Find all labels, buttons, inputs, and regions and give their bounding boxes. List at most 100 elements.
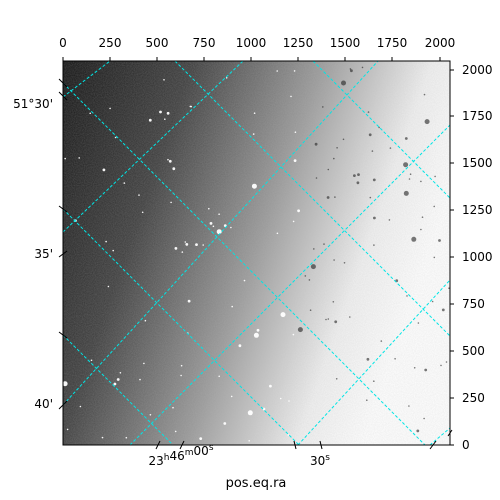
star [64, 157, 66, 160]
star [378, 126, 380, 129]
star [189, 105, 192, 108]
star [89, 112, 91, 115]
star [208, 207, 210, 210]
star [424, 368, 428, 372]
star [174, 430, 177, 433]
star [380, 340, 383, 342]
star [373, 244, 375, 246]
star [445, 361, 448, 363]
star [423, 417, 425, 420]
star [112, 249, 114, 252]
star [409, 173, 412, 175]
star [247, 410, 253, 416]
star [366, 357, 370, 361]
star [66, 428, 69, 431]
star [334, 320, 338, 324]
coordinate-grid [63, 61, 450, 445]
x-axis-title: pos.eq.ra [226, 476, 287, 491]
star [366, 399, 368, 402]
right-tick-label: 2000 [462, 63, 493, 77]
grid-line [63, 334, 174, 445]
star [168, 159, 172, 163]
grid-line [63, 208, 300, 445]
star [280, 312, 286, 318]
star [420, 180, 422, 183]
star [438, 239, 441, 242]
star [327, 168, 330, 171]
star [195, 243, 198, 247]
star [107, 285, 110, 288]
star [349, 316, 351, 318]
star [181, 251, 184, 253]
star [394, 358, 396, 360]
ra-tick-label: 23h46m00s [148, 443, 213, 468]
star [148, 118, 152, 122]
star [334, 196, 336, 198]
star [276, 70, 279, 72]
star [388, 219, 391, 221]
right-tick-label: 1250 [462, 203, 493, 217]
star [417, 322, 420, 324]
star [304, 275, 307, 277]
star [212, 225, 215, 228]
star [223, 422, 227, 425]
star [310, 264, 316, 270]
star [209, 222, 213, 225]
grid-line [297, 279, 450, 445]
top-tick-label: 1750 [377, 36, 408, 50]
star [109, 107, 111, 110]
sky-image [63, 61, 450, 445]
stars [63, 66, 450, 442]
star [325, 318, 327, 321]
dec-tick-label: 40' [34, 397, 53, 411]
star [431, 300, 434, 303]
star [357, 173, 360, 177]
star [315, 177, 318, 179]
star [420, 228, 422, 231]
star [230, 395, 233, 398]
star [159, 110, 162, 114]
star [143, 362, 145, 365]
star [253, 332, 259, 338]
star [170, 201, 172, 204]
star [293, 159, 297, 163]
star [262, 407, 266, 411]
star [238, 344, 242, 348]
right-tick-label: 750 [462, 297, 485, 311]
star [253, 112, 256, 114]
dec-axis-labels: 51°30' 35' 40' [13, 97, 53, 411]
star [218, 213, 220, 215]
grid-line [312, 61, 450, 199]
star [368, 133, 372, 137]
star [174, 247, 178, 250]
star [90, 359, 93, 362]
star [403, 190, 409, 196]
star [105, 240, 107, 243]
top-tick-label: 1250 [283, 36, 314, 50]
star [336, 147, 338, 149]
star [292, 333, 295, 336]
ra-axis-labels: 23h46m00s 30s [148, 443, 330, 468]
star [373, 380, 375, 383]
star [314, 142, 318, 146]
star [294, 131, 297, 133]
star [243, 279, 246, 282]
star [101, 436, 104, 439]
star [342, 138, 345, 141]
star [114, 136, 117, 139]
star [276, 232, 279, 235]
star [63, 381, 68, 387]
right-tick-label: 1500 [462, 156, 493, 170]
star [297, 209, 300, 213]
star [372, 178, 376, 182]
star [373, 216, 376, 220]
dec-tick-label: 51°30' [13, 97, 53, 111]
grid-line [63, 61, 379, 406]
star [403, 162, 409, 168]
star [279, 397, 282, 400]
top-tick-label: 250 [99, 36, 122, 50]
grid-line [63, 82, 426, 445]
star [251, 183, 257, 189]
star [138, 194, 140, 196]
